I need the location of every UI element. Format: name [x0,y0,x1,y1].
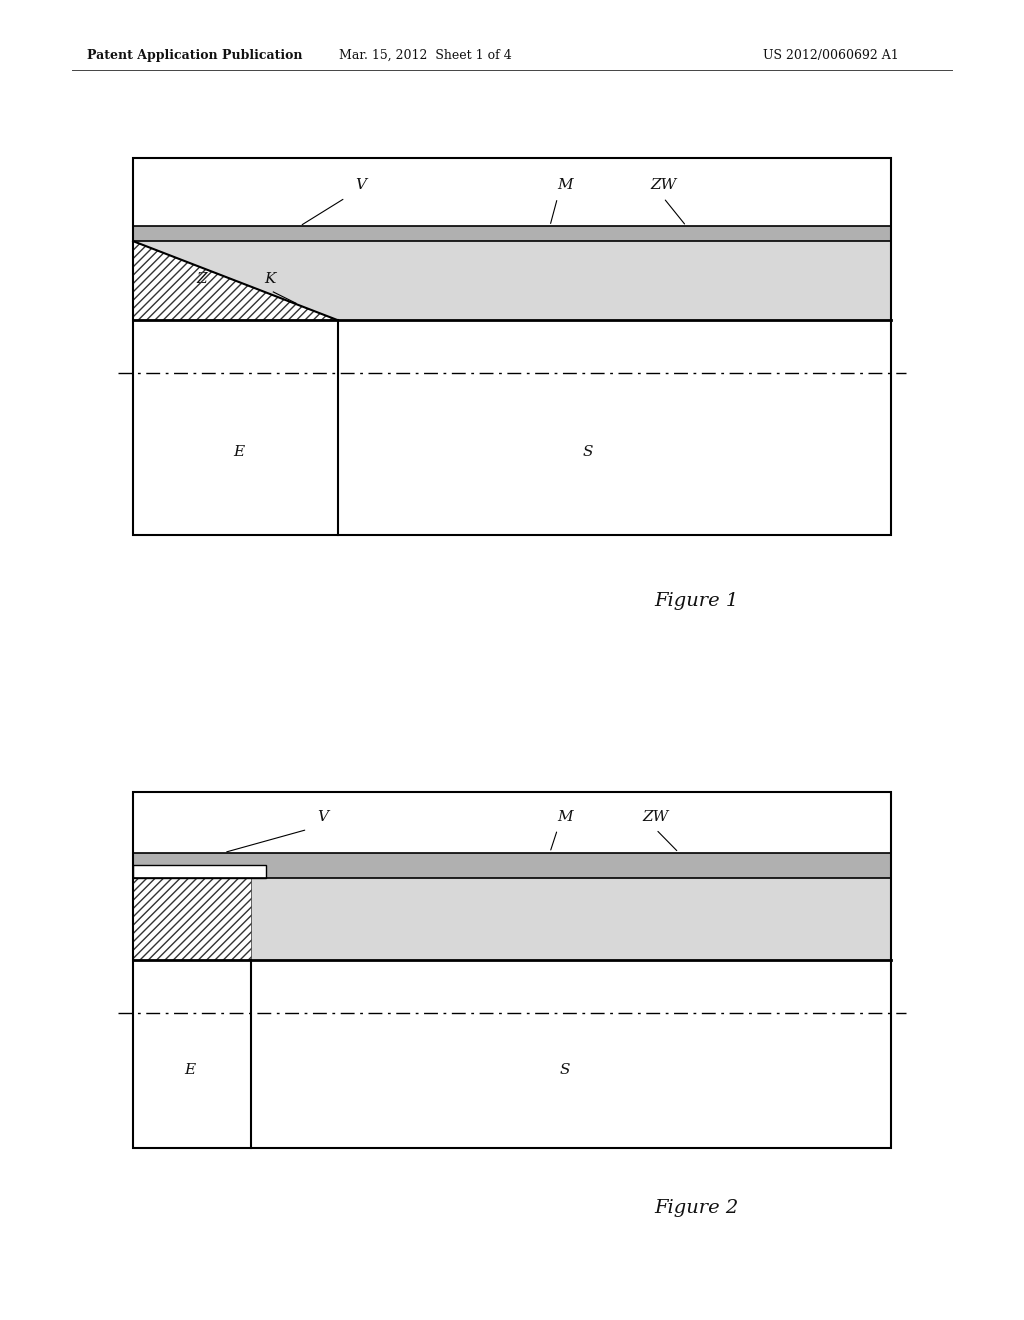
Text: US 2012/0060692 A1: US 2012/0060692 A1 [763,49,899,62]
Bar [133,158,891,535]
Text: K: K [264,272,275,286]
Text: ZW: ZW [650,178,677,191]
Bar [133,853,891,878]
Text: V: V [317,810,328,824]
Text: Patent Application Publication: Patent Application Publication [87,49,302,62]
Bar [133,878,251,960]
Text: S: S [583,445,593,459]
Text: E: E [184,1063,196,1077]
Text: V: V [355,178,366,191]
Text: ZW: ZW [643,810,669,824]
Polygon shape [133,242,338,321]
Bar [133,242,891,321]
Bar [133,792,891,1148]
Text: S: S [560,1063,570,1077]
Text: M: M [557,178,572,191]
Text: Figure 1: Figure 1 [654,591,738,610]
Text: Figure 2: Figure 2 [654,1199,738,1217]
Bar [133,226,891,242]
Bar [133,158,891,535]
Text: Z: Z [196,272,207,286]
Text: M: M [557,810,572,824]
Text: Mar. 15, 2012  Sheet 1 of 4: Mar. 15, 2012 Sheet 1 of 4 [339,49,511,62]
Bar [133,865,266,878]
Bar [133,878,251,960]
Bar [133,792,891,1148]
Bar [133,878,891,960]
Text: E: E [233,445,245,459]
